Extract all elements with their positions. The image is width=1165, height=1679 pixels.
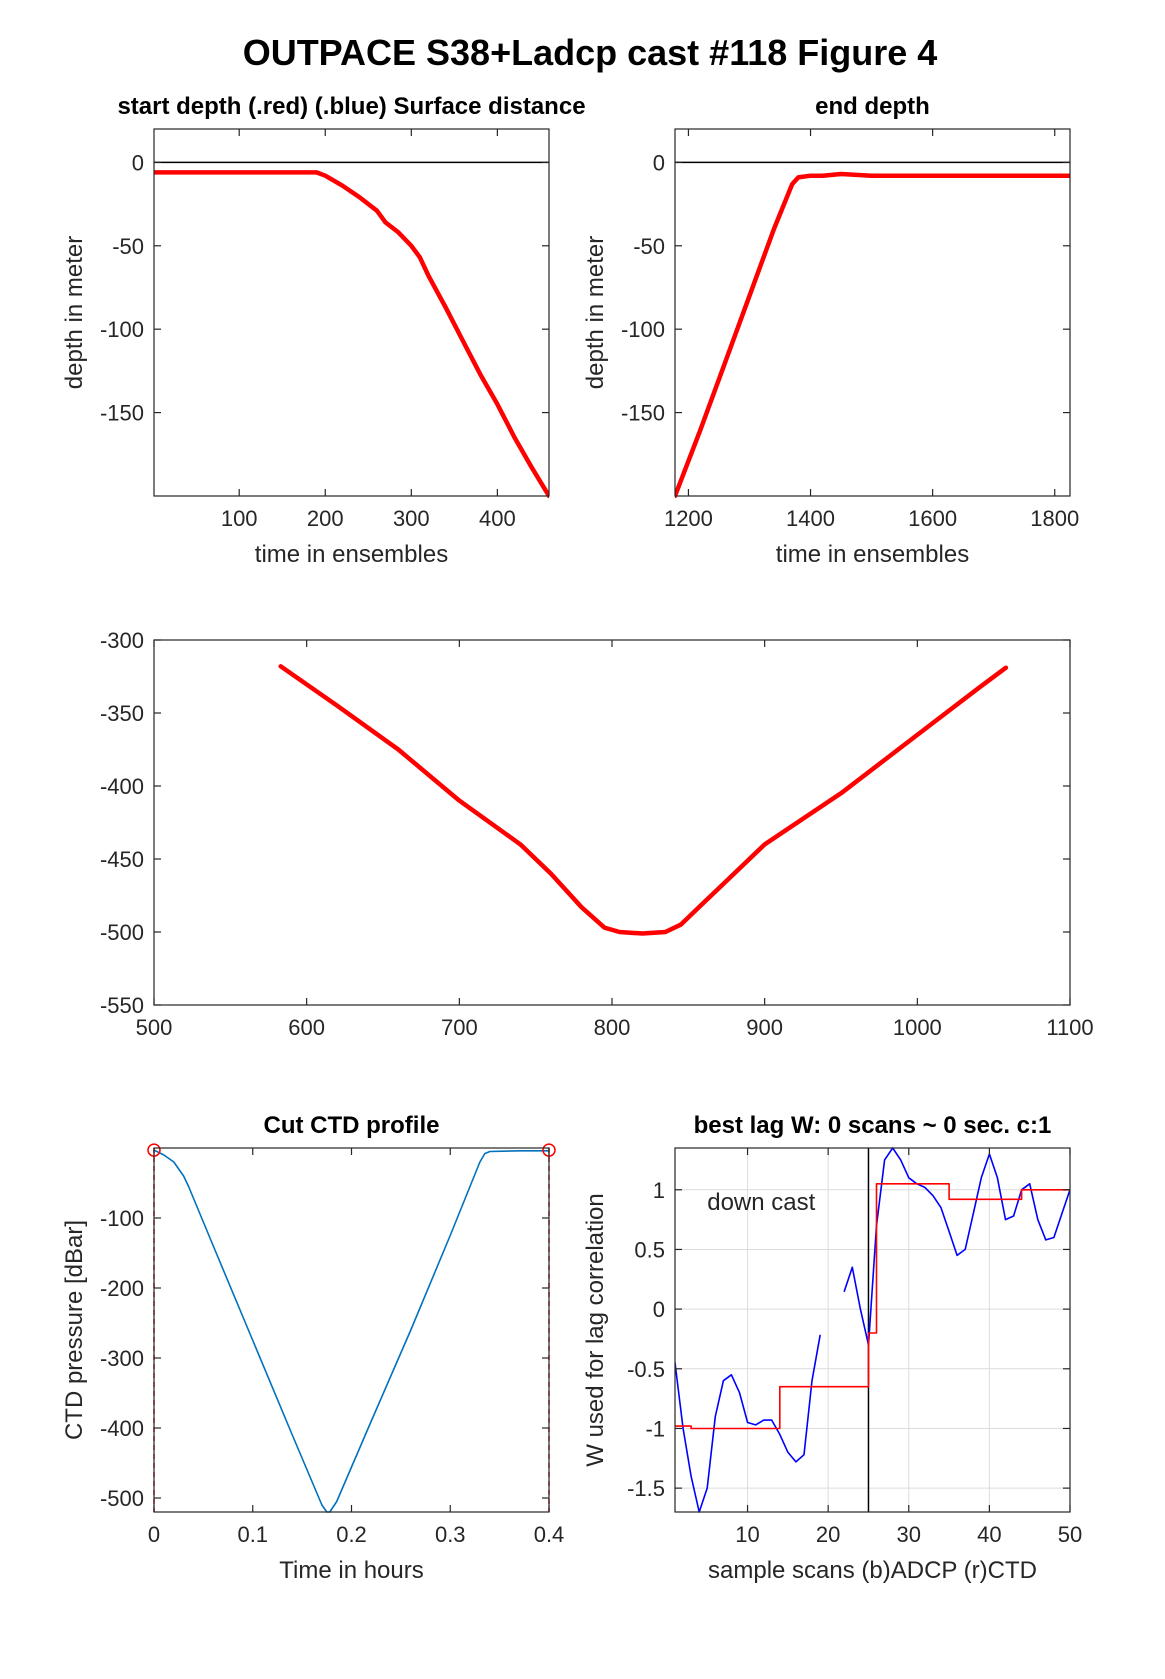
y-tick-label: 0 xyxy=(653,150,665,175)
x-tick-label: 0.3 xyxy=(435,1522,466,1547)
x-axis-label: sample scans (b)ADCP (r)CTD xyxy=(708,1557,1037,1584)
x-tick-label: 1100 xyxy=(1046,1015,1093,1040)
x-tick-label: 0.2 xyxy=(336,1522,367,1547)
x-tick-label: 20 xyxy=(816,1522,840,1547)
x-tick-label: 30 xyxy=(897,1522,921,1547)
y-tick-label: 0 xyxy=(653,1297,665,1322)
y-tick-label: -1.5 xyxy=(627,1476,665,1501)
y-axis-label: depth in meter xyxy=(61,236,88,389)
x-tick-label: 800 xyxy=(594,1015,631,1040)
y-tick-label: -150 xyxy=(621,401,665,426)
figure-title: OUTPACE S38+Ladcp cast #118 Figure 4 xyxy=(243,32,938,73)
data-layer xyxy=(675,1147,1070,1513)
x-tick-label: 0.4 xyxy=(534,1522,565,1547)
x-tick-label: 0.1 xyxy=(237,1522,268,1547)
y-tick-label: -100 xyxy=(621,317,665,342)
panel-end_depth: 1200 1400 1600 1800 0 -50 -100 -150 end depth tim… xyxy=(582,93,1079,568)
y-tick-label: -200 xyxy=(100,1276,144,1301)
x-tick-label: 1400 xyxy=(786,506,835,531)
x-tick-label: 10 xyxy=(735,1522,759,1547)
axes-box xyxy=(674,1147,1071,1513)
panel-title: best lag W: 0 scans ~ 0 sec. c:1 xyxy=(694,1112,1052,1139)
panel-start_depth: 100 200 300 400 0 -50 -100 -150 start depth (.re… xyxy=(61,93,586,568)
plot-area xyxy=(675,129,1070,496)
y-axis-label: CTD pressure [dBar] xyxy=(61,1220,88,1440)
y-tick-label: -150 xyxy=(100,401,144,426)
data-layer xyxy=(675,161,1070,499)
y-tick-label: -350 xyxy=(100,701,144,726)
y-tick-label: -100 xyxy=(100,1206,144,1231)
x-tick-label: 50 xyxy=(1058,1522,1082,1547)
data-layer xyxy=(154,161,549,499)
x-tick-label: 700 xyxy=(441,1015,478,1040)
y-tick-label: -50 xyxy=(633,234,665,259)
y-tick-label: -500 xyxy=(100,1486,144,1511)
data-layer xyxy=(278,664,1009,936)
series-line-red-1-1 xyxy=(154,170,549,499)
panel-ctd_profile: 0 0.1 0.2 0.3 0.4 -100 -200 -300 -400 -500 Cut CTD… xyxy=(61,1112,564,1584)
series-line-red-1-1 xyxy=(278,664,1009,936)
y-tick-label: -100 xyxy=(100,317,144,342)
x-tick-label: 40 xyxy=(977,1522,1001,1547)
x-axis-label: time in ensembles xyxy=(776,541,969,568)
series-line-blue-1-2 xyxy=(843,1147,1070,1346)
x-tick-label: 0 xyxy=(148,1522,160,1547)
series-line-red-1-1 xyxy=(675,171,1070,499)
plot-area xyxy=(154,129,549,496)
y-axis-label: depth in meter xyxy=(582,236,609,389)
y-tick-label: -1 xyxy=(645,1416,665,1441)
plot-area xyxy=(154,640,1070,1005)
panel-middle: 500 600 700 800 900 1000 1100 -300 -350 -400 -450 -… xyxy=(100,628,1094,1040)
annotation-label: down cast xyxy=(707,1189,815,1216)
y-tick-label: -400 xyxy=(100,1416,144,1441)
y-tick-label: -450 xyxy=(100,847,144,872)
x-tick-label: 900 xyxy=(746,1015,783,1040)
y-tick-label: -550 xyxy=(100,993,144,1018)
y-tick-label: 0.5 xyxy=(634,1237,665,1262)
y-tick-label: -400 xyxy=(100,774,144,799)
x-axis-label: time in ensembles xyxy=(255,541,448,568)
panel-best_lag: 10 20 30 40 50 1 0.5 0 -0.5 -1 -1.5 best lag W: 0 s… xyxy=(582,1112,1082,1584)
y-tick-label: -300 xyxy=(100,1346,144,1371)
panel-title: end depth xyxy=(815,93,930,120)
x-tick-label: 100 xyxy=(221,506,258,531)
axes-box xyxy=(153,128,550,497)
x-tick-label: 500 xyxy=(136,1015,173,1040)
x-tick-label: 1200 xyxy=(664,506,713,531)
y-tick-label: -300 xyxy=(100,628,144,653)
y-tick-label: 0 xyxy=(132,150,144,175)
x-axis-label: Time in hours xyxy=(279,1557,424,1584)
y-tick-label: -0.5 xyxy=(627,1357,665,1382)
x-tick-label: 300 xyxy=(393,506,430,531)
panel-title: Cut CTD profile xyxy=(264,1112,440,1139)
series-line-red-2-1 xyxy=(675,1183,1070,1430)
x-tick-label: 1600 xyxy=(908,506,957,531)
x-tick-label: 1800 xyxy=(1030,506,1079,531)
x-tick-label: 200 xyxy=(307,506,344,531)
panel-title: start depth (.red) (.blue) Surface dista… xyxy=(117,93,585,120)
plot-area xyxy=(154,1148,549,1512)
y-tick-label: -50 xyxy=(112,234,144,259)
axes-box xyxy=(674,128,1071,497)
x-tick-label: 1000 xyxy=(893,1015,942,1040)
x-tick-label: 400 xyxy=(479,506,516,531)
y-axis-label: W used for lag correlation xyxy=(582,1193,609,1466)
x-tick-label: 600 xyxy=(288,1015,325,1040)
y-tick-label: 1 xyxy=(653,1178,665,1203)
y-tick-label: -500 xyxy=(100,920,144,945)
